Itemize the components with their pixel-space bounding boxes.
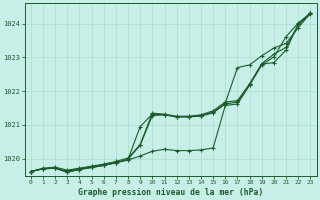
X-axis label: Graphe pression niveau de la mer (hPa): Graphe pression niveau de la mer (hPa) bbox=[78, 188, 263, 197]
